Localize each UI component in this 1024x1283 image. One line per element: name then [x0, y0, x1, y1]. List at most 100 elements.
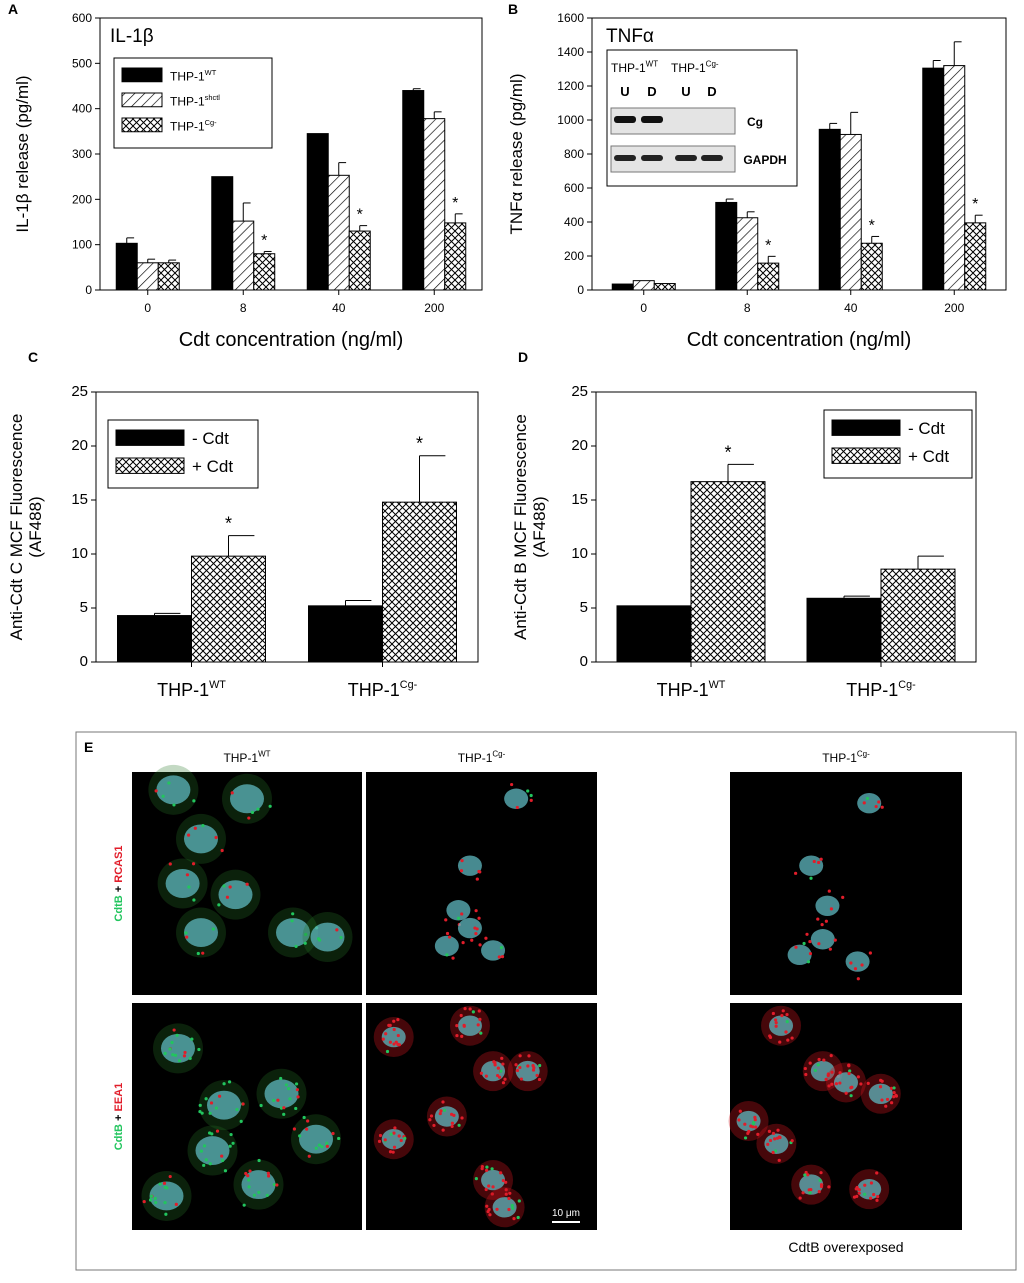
fluorescent-dot: [493, 1063, 497, 1067]
cell-nucleus: [810, 929, 835, 950]
bar: [211, 176, 234, 291]
fluorescent-dot: [211, 927, 215, 931]
fluorescent-dot: [492, 1060, 496, 1064]
x-tick-label: 200: [424, 301, 444, 315]
fluorescent-dot: [265, 1193, 269, 1197]
fluorescent-dot: [829, 1054, 833, 1058]
blot-band: [675, 155, 697, 161]
fluorescent-dot: [304, 932, 308, 937]
bar: [191, 555, 266, 663]
fluorescent-dot: [510, 1203, 514, 1208]
fluorescent-dot: [817, 1189, 821, 1194]
bar: [306, 133, 329, 291]
y-tick-label: 10: [71, 545, 88, 562]
fluorescent-dot: [175, 1033, 179, 1037]
fluorescent-dot: [164, 1212, 168, 1216]
bar: [327, 174, 350, 291]
fluorescent-dot: [460, 859, 464, 863]
fluorescent-dot: [495, 1207, 499, 1211]
fluorescent-dot: [172, 1028, 176, 1032]
fluorescent-dot: [875, 1198, 879, 1202]
fluorescent-dot: [478, 1017, 482, 1021]
fluorescent-dot: [884, 1104, 888, 1108]
fluorescent-dot: [439, 1109, 443, 1113]
fluorescent-dot: [847, 1064, 851, 1068]
cell-nucleus: [184, 918, 218, 948]
fluorescent-dot: [247, 1178, 251, 1182]
fluorescent-dot: [818, 1178, 822, 1182]
fluorescent-dot: [192, 898, 196, 902]
bar: [632, 280, 655, 291]
fluorescent-dot: [208, 1162, 212, 1166]
cell-nucleus: [736, 1110, 761, 1132]
fluorescent-dot: [396, 1042, 400, 1046]
fluorescent-dot: [474, 909, 478, 913]
fluorescent-dot: [438, 1111, 442, 1116]
fluorescent-dot: [314, 1146, 318, 1150]
overexposed-caption: CdtB overexposed: [788, 1239, 903, 1255]
y-tick-label: 600: [564, 181, 584, 195]
fluorescent-dot: [504, 1192, 508, 1196]
fluorescent-dot: [856, 1075, 860, 1079]
cell-nucleus: [156, 775, 191, 805]
fluorescent-dot: [220, 1154, 224, 1158]
bar: [423, 118, 446, 291]
fluorescent-dot: [452, 1113, 456, 1117]
fluorescent-dot: [302, 1115, 306, 1120]
fluorescent-dot: [848, 1069, 852, 1073]
row-label: CdtB + RCAS1: [113, 845, 125, 921]
fluorescent-dot: [527, 1054, 531, 1058]
fluorescent-dot: [158, 1182, 162, 1186]
fluorescent-dot: [892, 1086, 896, 1090]
y-tick-label: 600: [72, 11, 92, 25]
fluorescent-dot: [826, 1072, 830, 1076]
fluorescent-dot: [801, 1191, 805, 1195]
fluorescent-dot: [512, 1217, 516, 1221]
fluorescent-dot: [743, 1136, 748, 1140]
fluorescent-dot: [392, 1019, 396, 1023]
bar: [818, 128, 841, 291]
fluorescent-dot: [441, 1128, 445, 1132]
fluorescent-dot: [202, 1163, 206, 1167]
fluorescent-dot: [447, 935, 452, 939]
fluorescent-dot: [456, 916, 461, 920]
fluorescent-dot: [785, 1020, 789, 1024]
fluorescent-dot: [805, 932, 809, 936]
fluorescent-dot: [173, 1053, 178, 1057]
cell-nucleus: [481, 1169, 506, 1191]
fluorescent-dot: [276, 1098, 280, 1102]
fluorescent-dot: [856, 977, 860, 981]
column-header: THP-1Cg-: [822, 750, 870, 765]
cell-nucleus: [276, 918, 310, 948]
fluorescent-dot: [325, 1141, 329, 1145]
y-tick-label: 25: [571, 383, 588, 400]
fluorescent-dot: [279, 1106, 284, 1110]
fluorescent-dot: [394, 1040, 398, 1044]
cell-nucleus: [165, 869, 200, 898]
fluorescent-dot: [877, 800, 881, 804]
y-tick-label: 1200: [557, 79, 584, 93]
y-tick-label: 1000: [557, 113, 584, 127]
fluorescent-dot: [872, 1192, 876, 1197]
fluorescent-dot: [282, 1106, 286, 1110]
fluorescent-dot: [210, 1132, 214, 1136]
fluorescent-dot: [515, 805, 519, 810]
fluorescent-dot: [317, 1143, 322, 1147]
fluorescent-dot: [518, 1054, 522, 1058]
micrograph: [366, 772, 597, 995]
fluorescent-dot: [451, 956, 455, 960]
fluorescent-dot: [822, 1058, 826, 1062]
significance-star: *: [261, 232, 267, 249]
fluorescent-dot: [773, 1149, 778, 1153]
fluorescent-dot: [780, 1014, 784, 1018]
x-tick-label: 40: [844, 301, 858, 315]
legend-label: + Cdt: [192, 457, 233, 476]
x-tick-label: 200: [944, 301, 964, 315]
fluorescent-dot: [849, 1094, 853, 1098]
x-tick-label: THP-1Cg-: [348, 679, 418, 700]
bar: [136, 262, 159, 291]
chart-d: 0 5 10 15 20 25 THP-1WT THP-1Cg- * Anti-Cdt B MCF…: [511, 383, 977, 700]
fluorescent-dot: [217, 903, 221, 907]
significance-star: *: [869, 217, 875, 234]
fluorescent-dot: [149, 1194, 154, 1198]
